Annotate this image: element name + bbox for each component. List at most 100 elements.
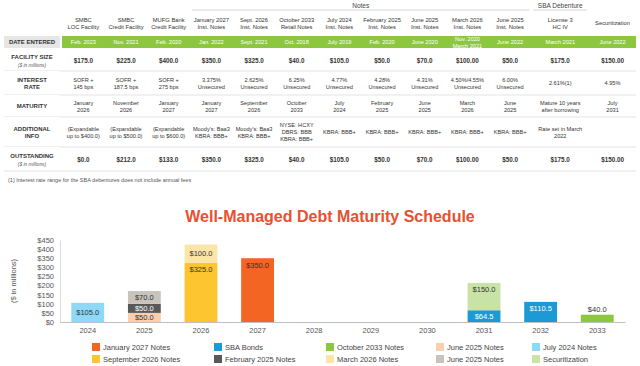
table-cell-line: October [287, 100, 307, 106]
table-cell-line: 6.25% [289, 77, 305, 83]
table-cell-line: 2033 [290, 107, 302, 113]
table-cell-line: Jan. 2022 [199, 39, 224, 45]
bars [71, 245, 613, 322]
table-cell-line: 145 bps [73, 84, 93, 90]
row-label-line: INTEREST [17, 77, 47, 83]
table-cell-line: KBRA: BBB+ [451, 129, 484, 135]
y-tick-label: $250 [37, 272, 54, 281]
row-label-bg [4, 95, 60, 117]
table-cell-line: $225.0 [116, 57, 136, 65]
table-cell: Jan. 2022 [199, 39, 224, 45]
legend-item: July 2024 Notes [532, 343, 597, 352]
legend-item: June 2025 Notes [436, 343, 504, 352]
table-cell-line: 2027 [162, 107, 174, 113]
table-cell-line: 187.5 bps [114, 84, 139, 90]
table-cell-line: Rate set in March [538, 126, 582, 132]
table-cell-line: KBRA: BBB+ [366, 129, 399, 135]
x-tick: 2025 [136, 322, 153, 335]
table-cell-line: January [201, 100, 221, 106]
table-cell-line: 4.28% [374, 77, 390, 83]
column-header-line: HC IV [553, 24, 569, 30]
table-cell-line: 2026 [461, 107, 473, 113]
bar-segment [128, 291, 161, 304]
table-cell-line: SOFR + [159, 77, 179, 83]
y-tick-label: $50 [41, 309, 54, 318]
table-cell: $70.0 [417, 156, 433, 164]
table-cell-line: Unsecured [198, 84, 225, 90]
table-cell: Feb. 2020 [369, 39, 394, 45]
table-cell-line: 2031 [606, 107, 618, 113]
table-cell-line: 2025 [419, 107, 431, 113]
x-axis-line [61, 322, 626, 323]
x-tick-label: 2031 [476, 326, 493, 335]
table-cell: January2026 [73, 100, 93, 113]
table-cell: September2026 [240, 100, 267, 113]
legend-item: September 2026 Notes [92, 355, 180, 364]
table-cell: 4.50%/4.55%Unsecured [451, 77, 484, 90]
row-label: MATURITY [17, 103, 48, 109]
column-header: Securitization [595, 20, 630, 26]
table-cell: June 2020 [412, 39, 438, 45]
y-tick: $400 [37, 245, 60, 254]
row-sublabel: ($ in millions) [18, 63, 47, 68]
y-tick: $300 [37, 263, 60, 272]
table-cell: Feb. 2023 [71, 39, 96, 45]
data-label: $100.0 [189, 249, 212, 258]
table-cell: KBRA: BBB+ [494, 129, 527, 135]
y-tick: $200 [37, 281, 60, 290]
legend-item: January 2027 Notes [92, 343, 170, 352]
table-cell-line: $325.0 [244, 57, 264, 65]
legend-label: SBA Bonds [225, 343, 263, 352]
column-header-line: June 2025 [497, 17, 524, 23]
row-label-line: MATURITY [17, 103, 48, 109]
x-tick-label: 2033 [589, 326, 606, 335]
table-cell-line: March [460, 100, 476, 106]
table-cell-line: 4.50%/4.55% [451, 77, 484, 83]
data-label: $110.5 [529, 304, 551, 313]
table-cell-line: January [73, 100, 93, 106]
table-cell-line: $40.0 [289, 57, 305, 65]
y-tick-label: $450 [37, 236, 54, 245]
bar-segment [185, 263, 218, 322]
row-rule [4, 147, 636, 148]
row-label: OUTSTANDING [10, 153, 54, 159]
table-cell-line: $133.0 [159, 156, 179, 164]
table-cell-line: SOFR + [116, 77, 136, 83]
x-tick-label: 2025 [136, 326, 153, 335]
legend-label: September 2026 Notes [103, 355, 180, 364]
column-header-line: Sept. 2026 [240, 17, 268, 23]
column-header: October 2033Retail Notes [279, 17, 314, 30]
x-axis: 2024202520262027202820292030203120322033 [61, 322, 626, 335]
column-header-line: June 2025 [411, 17, 438, 23]
column-header-line: Inst. Notes [411, 24, 439, 30]
table-cell-line: Unsecured [497, 84, 524, 90]
data-label: $50.0 [135, 304, 154, 313]
table-cell-line: (Expandable [110, 126, 141, 132]
group-header: Notes [352, 2, 370, 9]
bar-segment [128, 304, 161, 313]
table-cell: KBRA: BBB+ [323, 129, 356, 135]
table-cell-line: June [419, 100, 431, 106]
y-tick-label: $400 [37, 245, 54, 254]
table-cell: $70.0 [417, 57, 433, 65]
y-tick: $350 [37, 254, 60, 263]
x-tick-label: 2030 [419, 326, 436, 335]
row-label-line: DATE ENTERED [9, 39, 56, 45]
legend-label: January 2027 Notes [103, 343, 170, 352]
table-cell: $100.00 [456, 156, 479, 164]
table-cell: July2031 [606, 100, 618, 113]
table-cell: NYSE: HCXYDBRS: BBBKBRA: BBB+ [280, 122, 314, 142]
table-cell: Moody's: Baa3KBRA: BBB+ [236, 126, 273, 139]
legend-label: June 2025 Notes [447, 355, 504, 364]
table-cell-line: Feb. 2023 [71, 39, 96, 45]
table-cell: KBRA: BBB+ [408, 129, 441, 135]
y-tick-label: $0 [46, 318, 54, 327]
y-tick-label: $300 [37, 263, 54, 272]
table-cell: Nov. 2020March 2021 [453, 36, 483, 49]
table-cell-line: $50.0 [502, 156, 518, 164]
column-header: March 2026Inst. Notes [452, 17, 483, 30]
table-cell-line: up to $600.0) [152, 133, 185, 139]
table-cell: 4.95% [605, 80, 621, 86]
table-cell: $50.0 [502, 57, 518, 65]
table-cell: SOFR +187.5 bps [114, 77, 139, 90]
